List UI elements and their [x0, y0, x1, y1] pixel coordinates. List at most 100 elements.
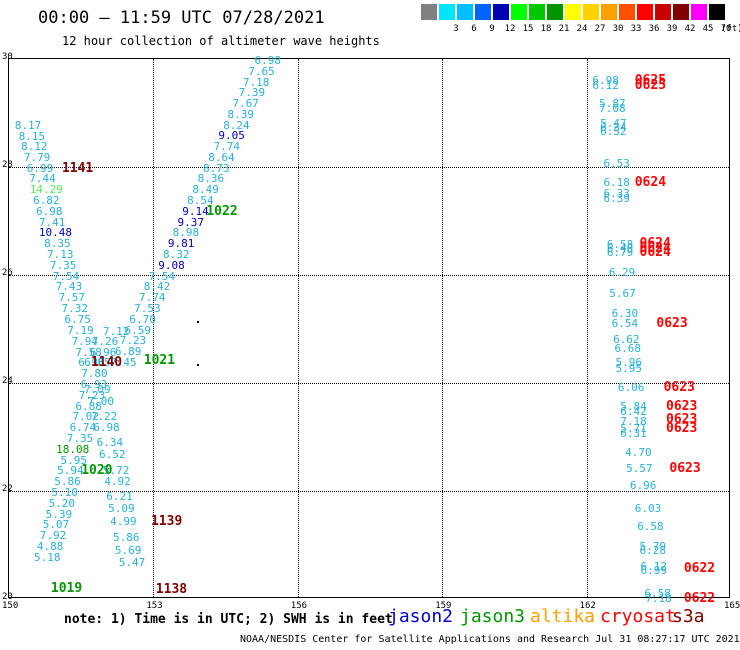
wave-height-label: 6.70	[129, 312, 156, 326]
grid-line-vertical	[586, 59, 588, 597]
wave-height-label: 6.29	[608, 265, 636, 279]
legend-swatch	[457, 4, 473, 20]
footnote: note: 1) Time is in UTC; 2) SWH is in fe…	[64, 612, 393, 627]
wave-height-label: 8.64	[208, 151, 235, 165]
legend-swatch	[529, 4, 545, 20]
wave-height-label: 5.47	[118, 556, 146, 570]
wave-height-label: 7.58	[75, 345, 102, 359]
legend-label: 70	[720, 24, 732, 34]
wave-height-label: 7.67	[232, 96, 259, 110]
wave-height-label: 5.47	[600, 116, 627, 130]
grid-line-vertical	[442, 59, 444, 597]
wave-height-label: 8.54	[187, 193, 214, 207]
legend-label: 42	[684, 24, 696, 34]
legend-label: 45	[702, 24, 714, 34]
y-tick-label: 22	[2, 484, 13, 494]
pass-time-label: 0623	[666, 411, 698, 427]
wave-height-label: 4.92	[104, 475, 131, 489]
wave-height-label: 6.21	[106, 490, 133, 504]
wave-height-label: 8.49	[192, 183, 219, 197]
satellite-label-s3a: s3a	[672, 606, 705, 627]
wave-height-label: 6.54	[611, 316, 639, 330]
satellite-label-jason3: jason3	[460, 606, 526, 627]
wave-height-label: 6.42	[620, 405, 647, 419]
pass-time-label: 0623	[669, 461, 701, 477]
legend-swatch	[637, 4, 653, 20]
wave-height-label: 5.87	[599, 97, 626, 111]
wave-height-label: 8.39	[227, 107, 255, 121]
grid-line-horizontal	[9, 275, 729, 276]
wave-height-label: 7.13	[47, 247, 74, 261]
wave-height-label: 7.18	[242, 75, 270, 89]
x-tick-label: 162	[579, 601, 596, 611]
legend-label: 6	[471, 24, 477, 34]
wave-height-label: 6.18	[603, 176, 630, 190]
grid-line-vertical	[297, 59, 299, 597]
wave-height-label: 7.74	[138, 291, 166, 305]
satellite-label-cryosat: cryosat	[600, 606, 676, 627]
wave-height-label: 5.69	[114, 544, 142, 558]
wave-height-label: 5.67	[609, 287, 636, 301]
pass-time-label: 0623	[666, 421, 698, 437]
wave-height-label: 5.95	[615, 361, 642, 375]
track-dot	[196, 364, 199, 367]
legend-swatch	[421, 4, 437, 20]
wave-height-label: 6.34	[600, 121, 627, 135]
wave-height-label: 7.39	[238, 85, 266, 99]
wave-height-label: 7.44	[29, 172, 56, 186]
wave-height-label: 8.32	[163, 247, 190, 261]
wave-height-label: 8.12	[21, 140, 48, 154]
legend-unit: (ft)	[721, 24, 740, 34]
legend-swatch	[565, 4, 581, 20]
grid-line-horizontal	[9, 491, 729, 492]
wave-height-label: 5.95	[60, 453, 88, 467]
wave-height-label: 6.96	[629, 478, 657, 492]
wave-height-label: 8.36	[197, 172, 225, 186]
legend-swatch	[673, 4, 689, 20]
x-tick-label: 159	[435, 601, 452, 611]
wave-height-label: 6.03	[634, 502, 662, 516]
wave-height-label: 6.98	[254, 54, 281, 68]
wave-height-label: 9.08	[158, 258, 185, 272]
legend-swatch	[439, 4, 455, 20]
wave-height-label: 7.43	[55, 280, 83, 294]
wave-height-label: 14.29	[29, 183, 63, 197]
wave-height-label: 6.12	[640, 559, 668, 573]
wave-height-label: 5.39	[45, 507, 73, 521]
wave-height-label: 5.86	[112, 530, 140, 544]
wave-height-label: 7.23	[119, 334, 147, 348]
grid-line-vertical	[153, 59, 155, 597]
legend-label: 24	[576, 24, 588, 34]
wave-height-label: 5.18	[34, 550, 61, 564]
legend-swatch	[493, 4, 509, 20]
wave-height-label: 6.31	[620, 426, 647, 440]
legend-label: 33	[630, 24, 642, 34]
wave-height-label: 7.18	[645, 591, 672, 605]
wave-height-label: 10.48	[38, 226, 72, 240]
wave-height-label: 8.35	[44, 237, 71, 251]
wave-height-label: 6.33	[603, 186, 630, 200]
wave-height-label: 7.65	[248, 64, 275, 78]
wave-height-label: 7.32	[61, 301, 88, 315]
wave-height-label: 7.35	[49, 258, 77, 272]
wave-height-label: 6.98	[35, 204, 63, 218]
wave-height-label: 7.12	[102, 324, 130, 338]
legend-swatch	[475, 4, 491, 20]
legend-swatch	[619, 4, 635, 20]
x-tick-label: 156	[290, 601, 308, 611]
wave-height-label: 8.24	[223, 118, 250, 132]
wave-height-label: 8.17	[14, 118, 42, 132]
wave-height-label: 6.58	[606, 237, 634, 251]
wave-height-label: 6.06	[617, 381, 645, 395]
wave-height-label: 7.22	[90, 410, 118, 424]
y-tick-label: 24	[2, 376, 13, 386]
legend-label: 18	[540, 24, 552, 34]
map-title: 00:00 – 11:59 UTC 07/28/2021	[38, 8, 325, 28]
pass-time-label: 0623	[656, 315, 688, 331]
wave-height-label: 7.19	[67, 323, 94, 337]
pass-time-label: 1141	[61, 161, 94, 177]
pass-time-label: 0624	[634, 175, 667, 191]
wave-height-label: 6.75	[64, 312, 91, 326]
wave-height-label: 6.96	[78, 356, 105, 370]
wave-height-label: 8.73	[202, 162, 230, 176]
